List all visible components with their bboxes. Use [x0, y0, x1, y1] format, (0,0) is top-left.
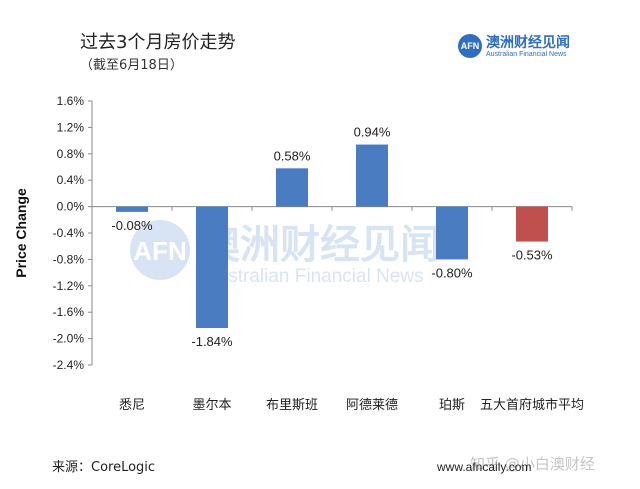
watermark-en: Australian Financial News: [205, 266, 424, 287]
x-tick-label: 布里斯班: [266, 398, 318, 413]
data-label: -1.84%: [191, 334, 233, 349]
afn-logo-name-cn: 澳洲财经见闻: [486, 35, 570, 51]
afn-logo-icon: AFN: [458, 34, 482, 58]
data-label: -0.08%: [111, 218, 153, 233]
bar: [516, 206, 548, 242]
watermark-logo-mark: AFN: [133, 236, 186, 266]
x-tick-label: 五大首府城市平均: [480, 397, 584, 413]
chart-subtitle: （截至6月18日）: [80, 58, 183, 73]
data-labels: -0.08% -1.84% 0.58% 0.94% -0.80% -0.53%: [111, 125, 553, 349]
bar: [356, 144, 388, 207]
y-tick-label: -1.6%: [53, 305, 85, 319]
watermark: AFN 澳洲财经见闻 Australian Financial News: [130, 220, 440, 287]
x-tick-label: 阿德莱德: [346, 398, 398, 413]
y-tick-label: -0.4%: [53, 226, 85, 240]
y-tick-label: -2.0%: [53, 332, 85, 346]
watermark-logo-icon: [130, 220, 190, 280]
x-tick-label: 墨尔本: [192, 398, 231, 413]
bar: [116, 206, 148, 212]
data-label: 0.94%: [354, 125, 391, 140]
y-tick-label: -0.8%: [53, 252, 85, 266]
y-tick-label: -2.4%: [53, 358, 85, 372]
chart-title: 过去3个月房价走势: [80, 32, 236, 53]
axes: 1.6% 1.2% 0.8% 0.4% 0.0% -0.4% -0.8% -1.2% -1.6%…: [53, 94, 584, 413]
y-tick-label: 0.0%: [57, 200, 85, 214]
watermark-cn: 澳洲财经见闻: [200, 222, 440, 268]
y-tick-label: 0.8%: [57, 147, 85, 161]
bars: [116, 144, 548, 329]
data-label: -0.80%: [431, 265, 473, 280]
y-tick-label: -1.2%: [53, 279, 85, 293]
y-tick-label: 0.4%: [57, 173, 85, 187]
bar: [436, 206, 468, 260]
x-tick-label: 珀斯: [439, 398, 465, 413]
y-axis-label: Price Change: [13, 188, 29, 278]
bar: [196, 206, 228, 329]
website-url: www.afncaily.com: [437, 460, 532, 474]
bar: [276, 168, 308, 207]
afn-logo-name-en: Australian Financial News: [486, 51, 567, 58]
y-tick-label: 1.2%: [57, 120, 85, 134]
afn-logo: AFN 澳洲财经见闻 Australian Financial News: [458, 32, 608, 64]
data-label: 0.58%: [274, 148, 311, 163]
y-tick-label: 1.6%: [57, 94, 85, 108]
x-tick-label: 悉尼: [119, 398, 145, 413]
data-label: -0.53%: [511, 248, 553, 263]
source-note: 来源：CoreLogic: [52, 460, 156, 475]
zhihu-watermark: 知乎 @小白澳财经: [470, 455, 595, 473]
